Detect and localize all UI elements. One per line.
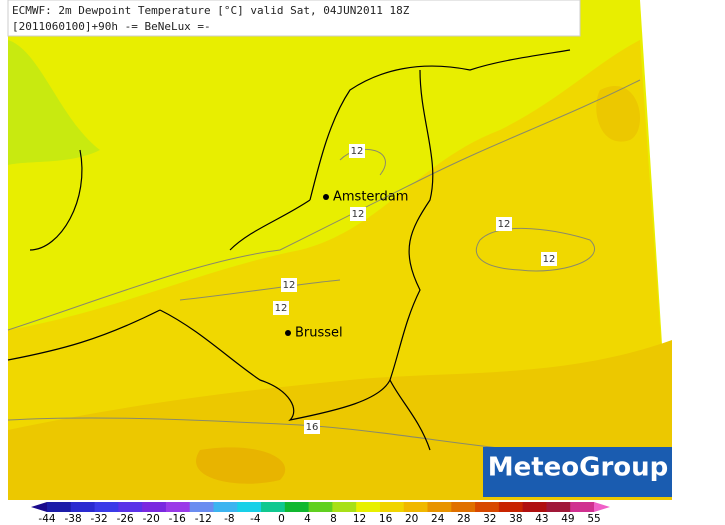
color-swatch [522, 502, 547, 512]
contour-label: 12 [498, 219, 511, 230]
city-label: Brussel [295, 326, 343, 341]
color-swatch [546, 502, 571, 512]
color-swatch [570, 502, 595, 512]
legend-tick-label: -4 [250, 513, 261, 525]
color-swatch [284, 502, 310, 512]
color-swatch [427, 502, 452, 512]
map-subtitle: [2011060100]+90h -= BeNeLux =- [12, 20, 211, 33]
header-box [7, 0, 581, 37]
contours [7, 79, 641, 451]
legend-tick-label: -12 [195, 513, 212, 525]
color-swatch [70, 502, 96, 512]
color-swatch [451, 502, 476, 512]
color-swatch [94, 502, 119, 512]
legend-tick-label: -44 [38, 513, 55, 525]
legend-tick-label: -38 [64, 513, 81, 525]
city-dot [323, 194, 329, 200]
legend-end [31, 502, 47, 512]
color-swatch [189, 502, 214, 512]
contour-label-box [541, 252, 557, 266]
field-green [8, 40, 100, 165]
color-swatch [237, 502, 262, 512]
city-label: Amsterdam [333, 190, 408, 205]
map-title: ECMWF: 2m Dewpoint Temperature [°C] vali… [12, 4, 410, 17]
color-swatch [308, 502, 333, 512]
contour-label-box [496, 217, 512, 231]
legend-tick-label: 28 [457, 513, 470, 525]
color-swatch [475, 502, 500, 512]
legend-tick-label: 38 [509, 513, 522, 525]
contour-label-box [349, 144, 365, 158]
legend-tick-label: 12 [353, 513, 366, 525]
field-blob [196, 447, 286, 484]
legend-tick-label: 16 [379, 513, 393, 525]
city-dot [285, 330, 291, 336]
legend-tick-label: 4 [304, 513, 311, 525]
color-swatch [118, 502, 143, 512]
contour-label-box [273, 301, 289, 315]
color-swatch [332, 502, 357, 512]
borders [7, 49, 571, 451]
legend-tick-label: 55 [587, 513, 600, 525]
contour-label-box [304, 420, 320, 434]
legend-tick-label: -32 [91, 513, 108, 525]
color-swatch [213, 502, 238, 512]
logo: MeteoGroup [488, 453, 669, 483]
legend-tick-label: 49 [561, 513, 574, 525]
contour-label: 12 [543, 254, 556, 265]
logo-box [483, 447, 672, 497]
legend-tick-label: 0 [278, 513, 285, 525]
legend-tick-label: 43 [535, 513, 548, 525]
legend-tick-label: -16 [169, 513, 186, 525]
contour-label: 16 [306, 422, 319, 433]
contour-label: 12 [352, 209, 365, 220]
contour-label: 12 [351, 146, 364, 157]
legend-tick-label: -26 [117, 513, 134, 525]
legend-end [594, 502, 610, 512]
contour-label: 12 [283, 280, 296, 291]
legend-tick-label: -8 [224, 513, 234, 525]
legend-tick-label: 20 [405, 513, 418, 525]
color-swatch [498, 502, 524, 512]
color-swatch [403, 502, 429, 512]
legend-tick-label: -20 [143, 513, 160, 525]
legend-tick-label: 8 [330, 513, 337, 525]
legend-tick-label: 24 [431, 513, 445, 525]
contour-label-box [350, 207, 366, 221]
color-swatch [261, 502, 286, 512]
color-swatch [379, 502, 405, 512]
contour-label-box [281, 278, 297, 292]
color-swatch [356, 502, 381, 512]
color-swatch [165, 502, 191, 512]
color-swatch [142, 502, 167, 512]
contour-label: 12 [275, 303, 288, 314]
field-blob [596, 85, 640, 142]
color-swatch [47, 502, 72, 512]
legend-tick-label: 32 [483, 513, 496, 525]
